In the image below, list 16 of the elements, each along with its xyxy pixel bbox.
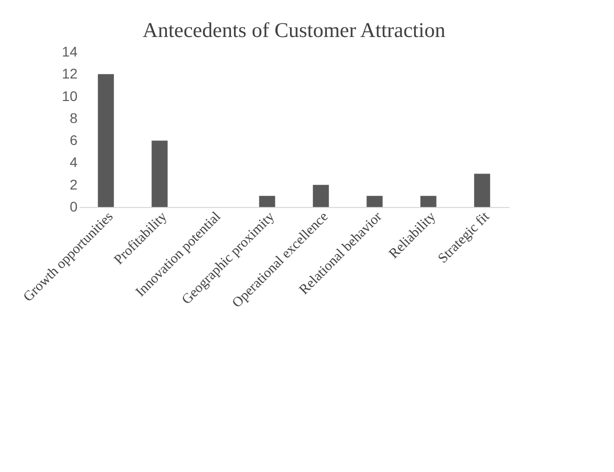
- y-tick-label: 14: [62, 44, 78, 60]
- y-tick-label: 0: [70, 198, 78, 214]
- y-tick-label: 8: [70, 110, 78, 126]
- y-tick-label: 12: [62, 66, 78, 82]
- bar: [152, 140, 168, 207]
- bar: [259, 196, 276, 207]
- y-tick-label: 4: [70, 154, 78, 170]
- bar: [420, 196, 436, 207]
- bar: [312, 184, 329, 207]
- y-tick-label: 10: [62, 88, 78, 104]
- chart-title: Antecedents of Customer Attraction: [142, 18, 446, 42]
- bar: [366, 196, 383, 207]
- bar: [474, 174, 490, 207]
- bar: [98, 74, 114, 207]
- y-tick-label: 6: [70, 132, 78, 148]
- y-tick-label: 2: [70, 176, 78, 192]
